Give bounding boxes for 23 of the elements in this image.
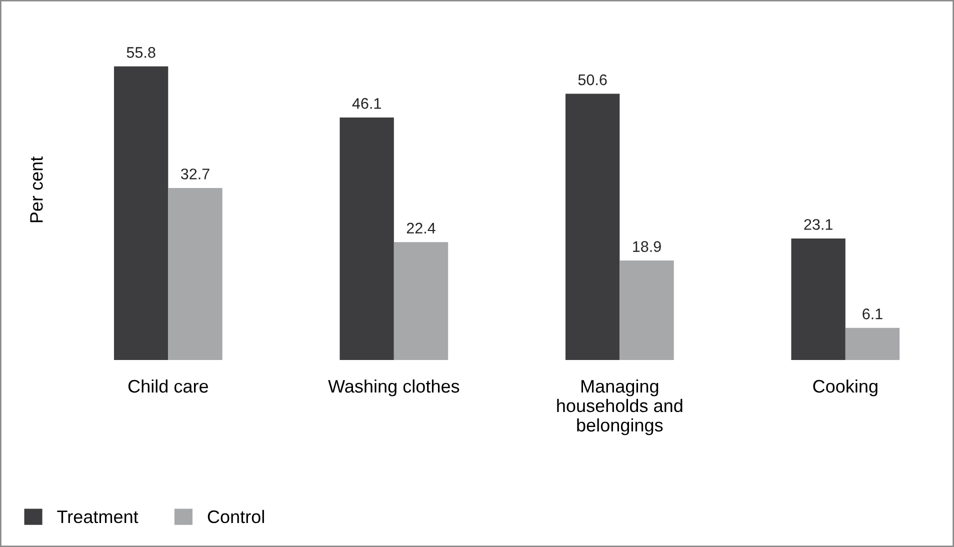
x-tick-label: Managing households and belongings bbox=[557, 379, 682, 436]
legend-label: Treatment bbox=[57, 510, 138, 524]
bar bbox=[168, 188, 222, 360]
bar bbox=[845, 328, 900, 360]
bar bbox=[791, 238, 846, 360]
legend-label: Control bbox=[208, 510, 264, 524]
x-tick-label: Washing clothes bbox=[328, 379, 460, 396]
x-tick-label: Child care bbox=[128, 379, 208, 393]
bar bbox=[394, 242, 448, 360]
data-label: 23.1 bbox=[804, 219, 832, 230]
data-label: 55.8 bbox=[126, 47, 156, 58]
x-tick-label: Cooking bbox=[813, 379, 878, 396]
bar bbox=[565, 94, 620, 360]
bar bbox=[620, 260, 674, 360]
data-label: 50.6 bbox=[578, 74, 607, 86]
bar bbox=[114, 66, 168, 360]
data-label: 46.1 bbox=[352, 98, 381, 109]
y-axis-title: Per cent bbox=[30, 156, 43, 222]
data-label: 32.7 bbox=[180, 168, 210, 180]
data-label: 18.9 bbox=[633, 241, 661, 252]
data-label: 6.1 bbox=[862, 308, 882, 320]
data-label: 22.4 bbox=[406, 222, 436, 234]
bar bbox=[340, 117, 394, 360]
